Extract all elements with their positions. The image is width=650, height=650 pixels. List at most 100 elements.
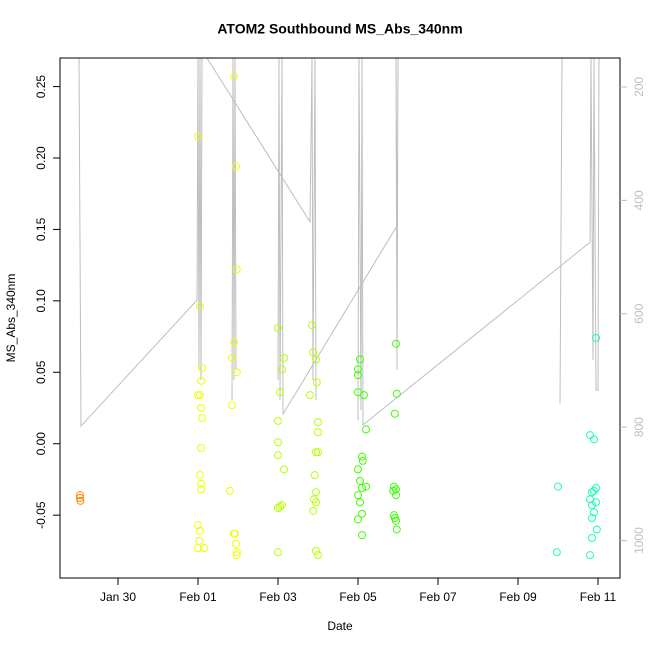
data-point [309,348,318,357]
y-tick-label: 0.00 [34,432,48,456]
data-point [354,465,362,474]
y-axis-label: MS_Abs_340nm [4,274,18,363]
data-point [392,389,401,398]
data-point [310,495,318,504]
data-point [586,551,594,560]
data-point [354,491,362,500]
data-point [232,162,240,171]
x-tick-label: Feb 03 [259,590,297,604]
data-point [197,404,206,412]
data-point [197,376,206,385]
data-point [354,365,362,374]
data-point [360,391,368,400]
x-tick-label: Feb 01 [179,590,217,604]
data-point [588,501,596,510]
plot-frame [59,57,621,579]
data-point [312,378,321,387]
data-point [274,438,282,447]
data-point [312,546,320,555]
data-point [200,544,208,552]
y-tick-label: 0.10 [34,289,48,313]
y-tick-label: 0.25 [34,75,48,99]
data-point [312,448,320,457]
y-tick-label: -0.05 [34,501,48,529]
x-tick-label: Feb 11 [580,590,617,604]
data-point [230,72,238,81]
plot-area [76,58,601,560]
data-point [276,502,284,511]
data-point [194,391,202,400]
data-point [586,431,594,440]
data-point [232,548,241,557]
data-point [390,409,399,418]
flight-track-line [78,58,600,428]
y2-tick-label: 400 [632,190,646,210]
data-point [274,451,282,460]
data-point [314,418,322,427]
data-point [309,506,318,515]
data-point [232,368,241,377]
data-point [314,448,322,457]
data-point [228,401,236,410]
data-point [552,548,561,557]
data-point [76,494,84,502]
data-point [358,484,366,492]
y2-tick-label: 200 [632,77,646,97]
data-point [76,491,84,500]
data-point [226,486,234,495]
x-tick-label: Jan 30 [100,590,136,604]
data-point [230,338,238,347]
x-tick-label: Feb 09 [499,590,537,604]
data-point [198,414,206,422]
y-tick-label: 0.15 [34,217,48,241]
data-point [197,479,206,488]
data-point [76,496,85,505]
data-point [588,514,596,522]
data-point [590,508,598,517]
y2-tick-label: 1000 [632,527,646,554]
data-point [280,465,288,474]
data-point [390,514,399,522]
data-point [276,388,284,397]
data-point [196,391,204,400]
data-point [230,529,239,538]
data-point [592,498,600,507]
y-tick-label: 0.20 [34,146,48,170]
chart-title: ATOM2 Southbound MS_Abs_340nm [217,21,462,37]
data-point [194,521,202,530]
x-tick-label: Feb 05 [339,590,377,604]
data-point [274,416,282,425]
data-point [198,364,206,372]
data-point [590,486,598,495]
data-point [592,334,600,342]
data-point [588,488,596,497]
data-point [232,539,240,548]
data-point [590,435,598,444]
data-point [362,482,370,491]
data-point [232,265,241,274]
data-point [197,485,206,494]
data-point [356,355,364,364]
data-point [592,525,601,534]
y2-tick-label: 800 [632,417,646,437]
data-point [280,354,288,362]
data-point [314,428,322,437]
data-point [389,486,398,495]
data-point [588,534,596,542]
data-point [362,425,370,434]
data-point [392,525,401,534]
data-point [356,498,364,507]
data-point [197,444,206,452]
data-point [358,531,366,540]
data-point [274,504,282,512]
data-point [278,365,286,374]
data-point [314,551,322,560]
data-point [358,452,366,461]
x-axis-label: Date [327,619,353,633]
data-point [358,456,367,465]
data-point [306,391,314,400]
data-point [392,491,400,500]
data-point [554,482,562,491]
